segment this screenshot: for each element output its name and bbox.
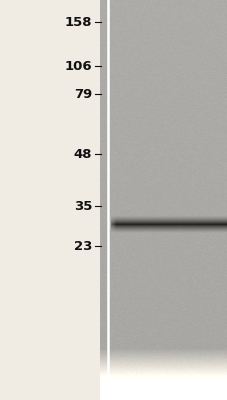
Text: 158: 158 — [64, 16, 92, 28]
Bar — [0, 0, 100, 400]
Text: 79: 79 — [74, 88, 92, 100]
Text: 35: 35 — [74, 200, 92, 212]
Text: 48: 48 — [74, 148, 92, 160]
Text: 106: 106 — [64, 60, 92, 72]
Text: 23: 23 — [74, 240, 92, 252]
